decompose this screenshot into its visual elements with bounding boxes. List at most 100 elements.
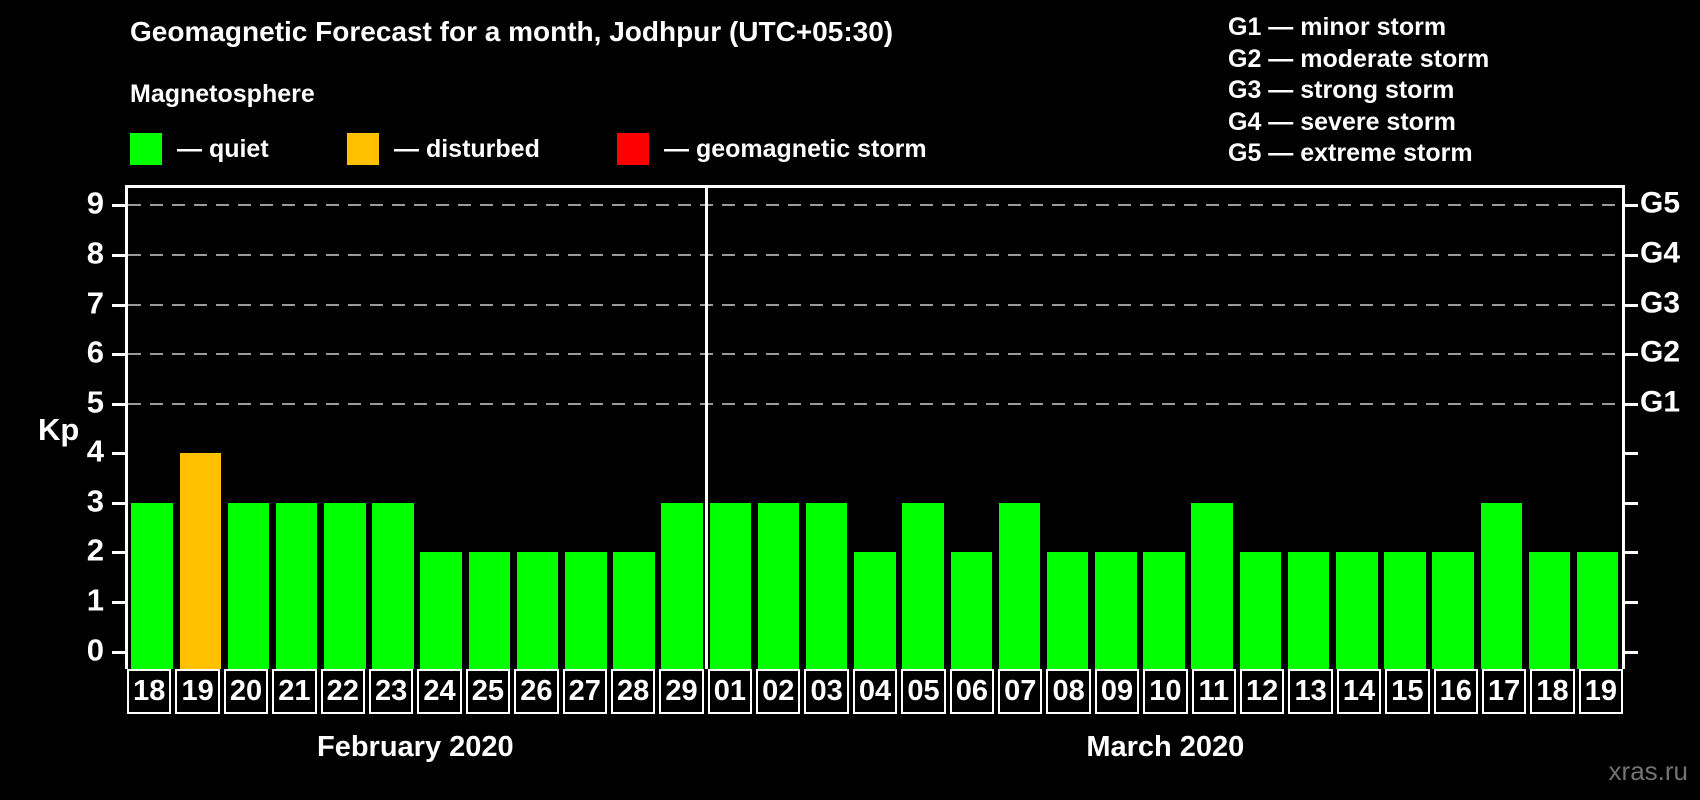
day-label-07: 07 bbox=[998, 669, 1043, 714]
day-label-15: 15 bbox=[1385, 669, 1430, 714]
right-tick-kp0 bbox=[1625, 650, 1638, 654]
day-label-10: 10 bbox=[1143, 669, 1188, 714]
kp-bar-07 bbox=[998, 502, 1041, 669]
month-label: March 2020 bbox=[1086, 731, 1245, 763]
kp-bar-23 bbox=[372, 502, 414, 669]
gridline-kp8 bbox=[128, 253, 1622, 256]
left-tick-kp4 bbox=[112, 452, 125, 456]
kp-bar-16 bbox=[1432, 552, 1474, 669]
kp-bar-05 bbox=[902, 502, 944, 669]
right-tick-kp2 bbox=[1625, 551, 1638, 555]
bar-slot bbox=[1429, 188, 1477, 669]
day-label-27: 27 bbox=[562, 669, 607, 714]
bar-slot bbox=[1477, 188, 1525, 669]
y-tick-label-0: 0 bbox=[86, 632, 104, 668]
y-tick-label-5: 5 bbox=[86, 384, 104, 420]
right-axis-label-G3: G3 bbox=[1640, 286, 1681, 320]
kp-bar-10 bbox=[1143, 552, 1185, 669]
left-tick-kp7 bbox=[112, 303, 125, 307]
bar-slot bbox=[803, 188, 851, 669]
kp-bar-13 bbox=[1287, 552, 1330, 669]
kp-bar-28 bbox=[613, 552, 655, 669]
bar-slot bbox=[224, 188, 272, 669]
storm-scale-line-1: G1 — minor storm bbox=[1228, 13, 1447, 41]
left-tick-kp5 bbox=[112, 402, 125, 406]
bar-slot bbox=[1044, 188, 1092, 669]
day-label-26: 26 bbox=[514, 669, 559, 714]
day-label-11: 11 bbox=[1191, 669, 1236, 714]
bar-slot bbox=[417, 188, 465, 669]
kp-bar-20 bbox=[227, 502, 270, 669]
day-label-02: 02 bbox=[756, 669, 801, 714]
bar-slot bbox=[899, 188, 947, 669]
day-label-06: 06 bbox=[949, 669, 995, 714]
chart-title: Geomagnetic Forecast for a month, Jodhpu… bbox=[130, 16, 894, 47]
bars-container bbox=[128, 188, 1622, 669]
kp-bar-29 bbox=[661, 502, 703, 669]
left-tick-kp8 bbox=[112, 253, 125, 257]
month-label-row: February 2020 March 2020 bbox=[125, 731, 1625, 771]
day-label-17: 17 bbox=[1481, 669, 1527, 714]
kp-bar-25 bbox=[468, 552, 511, 669]
bar-slot bbox=[176, 188, 224, 669]
month-label: February 2020 bbox=[316, 731, 514, 763]
kp-bar-14 bbox=[1336, 552, 1378, 669]
kp-bar-19 bbox=[1576, 552, 1619, 669]
storm-scale-line-4: G4 — severe storm bbox=[1228, 107, 1456, 136]
kp-bar-18 bbox=[1528, 552, 1571, 669]
legend-label-storm: — geomagnetic storm bbox=[664, 134, 927, 163]
right-tick-kp8 bbox=[1625, 253, 1638, 257]
bar-slot bbox=[128, 188, 176, 669]
kp-bar-02 bbox=[757, 502, 800, 669]
day-label-03: 03 bbox=[804, 669, 849, 714]
y-tick-label-2: 2 bbox=[86, 533, 104, 569]
right-tick-kp4 bbox=[1625, 452, 1638, 456]
day-label-01: 01 bbox=[707, 669, 753, 714]
day-label-25: 25 bbox=[465, 669, 511, 714]
bar-slot bbox=[1188, 188, 1236, 669]
gridline-kp5 bbox=[128, 402, 1622, 405]
legend-item-storm: — geomagnetic storm bbox=[617, 133, 927, 165]
right-axis-label-G2: G2 bbox=[1640, 335, 1681, 369]
bar-slot bbox=[754, 188, 802, 669]
month-boundary-line bbox=[705, 188, 709, 669]
day-label-19: 19 bbox=[1578, 669, 1624, 714]
bar-slot bbox=[706, 188, 754, 669]
bar-slot bbox=[514, 188, 562, 669]
day-label-20: 20 bbox=[223, 669, 269, 714]
right-tick-kp7 bbox=[1625, 303, 1638, 307]
kp-bar-03 bbox=[805, 502, 848, 669]
bar-slot bbox=[1092, 188, 1140, 669]
left-tick-kp9 bbox=[112, 204, 125, 208]
bar-slot bbox=[273, 188, 321, 669]
left-tick-kp3 bbox=[112, 501, 125, 505]
y-tick-label-6: 6 bbox=[86, 334, 104, 370]
day-label-22: 22 bbox=[320, 669, 365, 714]
y-tick-label-8: 8 bbox=[86, 235, 104, 271]
bar-slot bbox=[1525, 188, 1573, 669]
storm-scale-legend: G1 — minor storm G2 — moderate storm G3 — … bbox=[1228, 12, 1489, 170]
bar-slot bbox=[1140, 188, 1188, 669]
y-tick-label-9: 9 bbox=[86, 185, 104, 221]
bar-slot bbox=[1285, 188, 1333, 669]
day-label-05: 05 bbox=[901, 669, 946, 714]
right-axis-label-G5: G5 bbox=[1640, 186, 1681, 220]
legend-label-disturbed: — disturbed bbox=[394, 134, 540, 163]
kp-bar-22 bbox=[324, 502, 366, 669]
kp-bar-04 bbox=[854, 552, 896, 669]
bar-slot bbox=[1574, 188, 1622, 669]
bar-slot bbox=[465, 188, 513, 669]
day-label-04: 04 bbox=[852, 669, 898, 714]
day-label-12: 12 bbox=[1239, 669, 1285, 714]
kp-bar-26 bbox=[516, 552, 559, 669]
right-tick-kp9 bbox=[1625, 204, 1638, 208]
day-label-08: 08 bbox=[1046, 669, 1091, 714]
kp-bar-01 bbox=[709, 502, 752, 669]
right-axis-label-G1: G1 bbox=[1640, 385, 1681, 419]
day-label-29: 29 bbox=[659, 669, 704, 714]
bar-slot bbox=[1236, 188, 1284, 669]
day-label-18: 18 bbox=[1530, 669, 1575, 714]
right-tick-kp3 bbox=[1625, 501, 1638, 505]
kp-bar-06 bbox=[950, 552, 993, 669]
kp-bar-15 bbox=[1384, 552, 1426, 669]
